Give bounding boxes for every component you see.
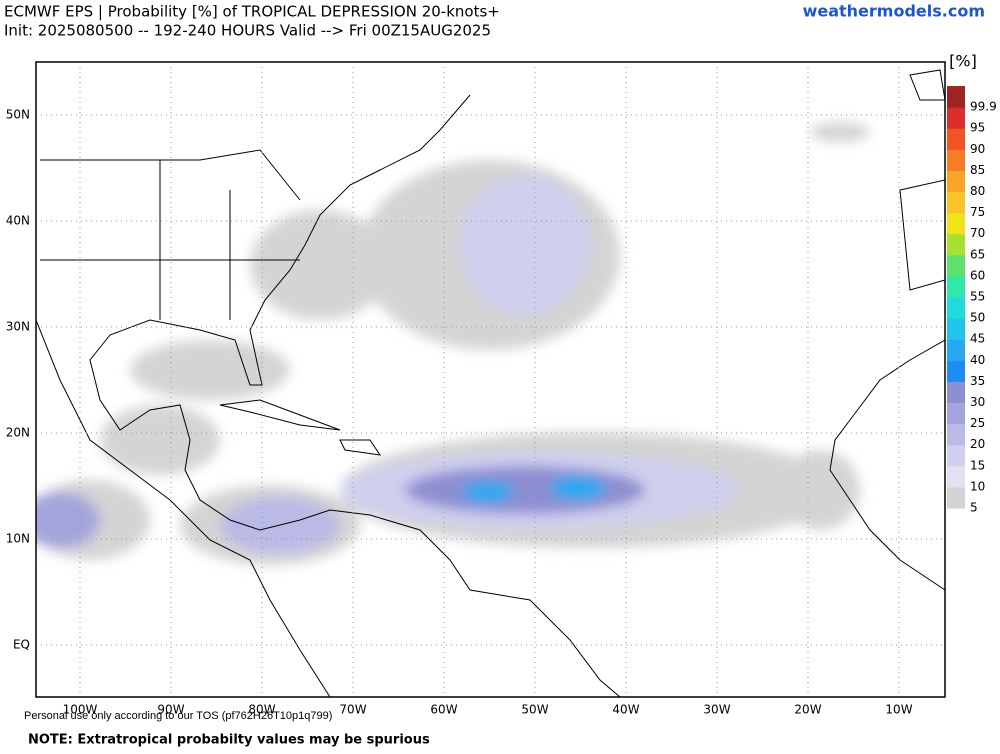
- subtitle: Init: 2025080500 -- 192-240 HOURS Valid …: [4, 22, 491, 40]
- colorbar-swatch: [947, 297, 965, 319]
- colorbar-label: 95: [970, 121, 985, 135]
- colorbar-label: 90: [970, 142, 985, 156]
- lon-label: 40W: [612, 703, 639, 717]
- lat-label: EQ: [13, 638, 30, 652]
- colorbar-swatch: [947, 486, 965, 509]
- lat-label: 10N: [6, 532, 30, 546]
- colorbar-swatch: [947, 275, 965, 298]
- colorbar-label: 75: [970, 205, 985, 219]
- tos-note: Personal use only according to our TOS (…: [24, 710, 332, 722]
- lat-label: 40N: [6, 214, 30, 228]
- colorbar-label: 35: [970, 374, 985, 388]
- colorbar: 5 10 15 20 25 30 35 40 45 50 55 60 65 70 75 80 85 90 95 99.…: [947, 86, 997, 515]
- lon-label: 90W: [157, 703, 184, 717]
- colorbar-label: 10: [970, 479, 985, 493]
- colorbar-label: 65: [970, 247, 985, 261]
- lon-label: 100W: [63, 703, 98, 717]
- colorbar-label: 80: [970, 184, 985, 198]
- lon-label: 60W: [430, 703, 457, 717]
- source-link[interactable]: weathermodels.com: [803, 2, 985, 21]
- plot-frame: [35, 61, 946, 698]
- lon-label: 20W: [794, 703, 821, 717]
- lat-label: 30N: [6, 320, 30, 334]
- colorbar-swatch: [947, 191, 965, 214]
- colorbar-label: 30: [970, 395, 985, 409]
- colorbar-swatch: [947, 444, 965, 467]
- colorbar-swatch: [947, 423, 965, 446]
- colorbar-swatch: [947, 86, 965, 108]
- colorbar-swatch: [947, 381, 965, 403]
- colorbar-label: 25: [970, 416, 985, 430]
- colorbar-swatch: [947, 212, 965, 235]
- colorbar-label: 99.9: [970, 100, 997, 114]
- lon-label: 70W: [339, 703, 366, 717]
- colorbar-swatch: [947, 233, 965, 256]
- probability-field: [36, 122, 870, 565]
- lon-label: 50W: [521, 703, 548, 717]
- colorbar-label: 40: [970, 353, 985, 367]
- colorbar-label: 45: [970, 332, 985, 346]
- colorbar-label: 5: [970, 501, 978, 515]
- colorbar-label: 70: [970, 226, 985, 240]
- graticule: [36, 62, 945, 697]
- colorbar-swatch: [947, 402, 965, 425]
- colorbar-label: 85: [970, 163, 985, 177]
- lon-label: 80W: [248, 703, 275, 717]
- colorbar-label: 20: [970, 437, 985, 451]
- coastlines: [36, 69, 945, 697]
- colorbar-swatch: [947, 149, 965, 171]
- colorbar-swatch: [947, 360, 965, 382]
- colorbar-unit: [%]: [949, 52, 977, 71]
- colorbar-swatch: [947, 318, 965, 340]
- colorbar-swatch: [947, 128, 965, 150]
- colorbar-swatch: [947, 254, 965, 277]
- colorbar-label: 60: [970, 268, 985, 282]
- colorbar-label: 55: [970, 290, 985, 304]
- colorbar-swatch: [947, 170, 965, 192]
- lon-label: 10W: [885, 703, 912, 717]
- colorbar-swatch: [947, 107, 965, 129]
- colorbar-label: 50: [970, 311, 985, 325]
- lat-label: 50N: [6, 108, 30, 122]
- title: ECMWF EPS | Probability [%] of TROPICAL …: [4, 3, 500, 21]
- lat-label: 20N: [6, 426, 30, 440]
- colorbar-label: 15: [970, 458, 985, 472]
- footnote: NOTE: Extratropical probabilty values ma…: [28, 733, 430, 748]
- colorbar-swatch: [947, 465, 965, 488]
- lon-label: 30W: [703, 703, 730, 717]
- colorbar-swatch: [947, 339, 965, 361]
